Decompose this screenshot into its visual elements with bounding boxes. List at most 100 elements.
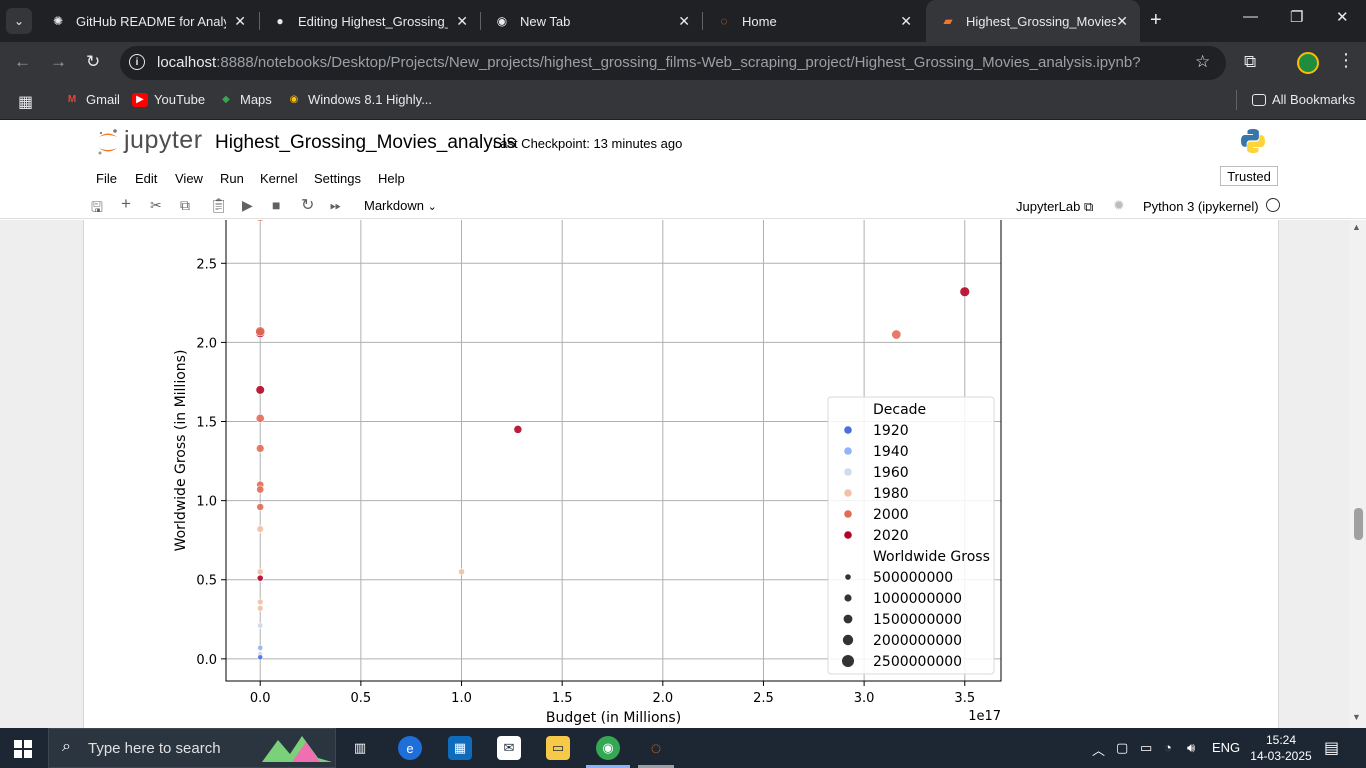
extensions-button[interactable]: ⧉ [1244, 52, 1256, 72]
run-button[interactable]: ▶ [242, 197, 253, 214]
tab-editing-readme[interactable]: ● Editing Highest_Grossing_film ✕ [258, 0, 480, 42]
notifications-icon[interactable]: ▤ [1324, 740, 1340, 757]
scroll-down-icon[interactable]: ▼ [1352, 712, 1361, 722]
close-icon[interactable]: ✕ [1116, 13, 1128, 29]
kernel-name[interactable]: Python 3 (ipykernel) [1143, 199, 1259, 214]
bookmark-star-button[interactable]: ☆ [1195, 52, 1210, 72]
youtube-icon: ▶ [132, 92, 148, 107]
notebook-scrollbar[interactable] [1350, 220, 1366, 728]
profile-avatar[interactable] [1297, 52, 1319, 74]
windows-start-icon[interactable] [14, 740, 32, 758]
bookmark-gmail[interactable]: M Gmail [64, 92, 120, 107]
tab-new-tab[interactable]: ◉ New Tab ✕ [480, 0, 702, 42]
mail-icon[interactable]: ✉ [497, 736, 521, 760]
interrupt-button[interactable]: ■ [272, 197, 280, 213]
menu-edit[interactable]: Edit [135, 171, 158, 186]
chevron-down-icon: ⌄ [427, 201, 437, 213]
x-tick-label: 3.5 [954, 691, 975, 706]
menu-kernel[interactable]: Kernel [260, 171, 298, 186]
tab-active-notebook[interactable]: ▰ Highest_Grossing_Movies_an ✕ [926, 0, 1140, 42]
all-bookmarks[interactable]: All Bookmarks [1252, 92, 1355, 107]
tab-github-readme[interactable]: ✺ GitHub README for Analysis ✕ [36, 0, 258, 42]
jupyterlab-link[interactable]: JupyterLab ⧉ [1016, 199, 1093, 215]
bookmark-maps[interactable]: ◆ Maps [218, 92, 272, 107]
scroll-up-icon[interactable]: ▲ [1352, 222, 1361, 232]
restart-run-all-button[interactable]: ⏩︎ [330, 197, 341, 214]
tab-title: New Tab [520, 13, 571, 29]
jupyter-app-icon[interactable]: ◌ [650, 737, 662, 758]
star-icon: ☆ [1195, 52, 1211, 71]
edge-icon[interactable]: e [398, 736, 422, 760]
openai-icon: ✺ [52, 14, 64, 28]
restore-button[interactable]: ❐ [1290, 8, 1303, 26]
github-icon: ● [276, 14, 284, 28]
save-button[interactable]: 🖫 [91, 197, 103, 221]
data-point [256, 568, 264, 576]
volume-icon[interactable]: 🔊︎ [1187, 740, 1196, 755]
tab-title: Home [742, 13, 777, 29]
jupyter-logo-text[interactable]: jupyter [124, 126, 203, 154]
bookmarks-bar [0, 84, 1366, 120]
info-icon[interactable]: i [129, 54, 145, 70]
address-bar[interactable] [120, 46, 1226, 80]
taskbar-clock[interactable]: 15:24 14-03-2025 [1246, 732, 1316, 764]
chart-legend: Decade 1920 1940 1960 1980 2000 2020 Worldwide … [827, 396, 995, 675]
forward-button[interactable]: → [50, 52, 67, 72]
chrome-icon[interactable]: ◉ [596, 736, 620, 760]
data-point [256, 574, 264, 582]
new-tab-button[interactable]: + [1150, 9, 1162, 32]
apps-grid-icon[interactable]: ▦ [18, 94, 34, 111]
open-app-indicator [638, 765, 674, 768]
restart-button[interactable]: ↻ [301, 195, 314, 215]
legend-box [827, 396, 995, 675]
url-text[interactable]: localhost:8888/notebooks/Desktop/Project… [157, 54, 1141, 71]
chevron-up-icon[interactable]: ︿ [1092, 743, 1106, 758]
notebook-title[interactable]: Highest_Grossing_Movies_analysis [215, 132, 516, 153]
menu-view[interactable]: View [175, 171, 203, 186]
cell-type-select[interactable]: Markdown ⌄ [364, 198, 437, 213]
copy-button[interactable]: ⧉ [180, 197, 190, 214]
close-icon[interactable]: ✕ [456, 13, 468, 29]
meet-icon[interactable]: ▢ [1116, 740, 1129, 755]
reload-button[interactable]: ↻ [86, 52, 100, 72]
bookmarks-separator [1236, 90, 1237, 110]
cut-button[interactable]: ✂ [150, 197, 162, 214]
wifi-icon[interactable]: ◔ [1164, 740, 1172, 755]
paste-button[interactable]: 📋︎ [210, 197, 228, 214]
battery-icon[interactable]: ▭ [1140, 740, 1153, 755]
back-button[interactable]: ← [14, 52, 31, 72]
menu-run[interactable]: Run [220, 171, 244, 186]
bookmark-windows[interactable]: ◉ Windows 8.1 Highly... [286, 92, 432, 107]
y-tick-label: 0.5 [196, 574, 217, 589]
tab-separator [480, 12, 481, 30]
close-icon[interactable]: ✕ [900, 13, 912, 29]
data-point [255, 413, 265, 423]
insert-cell-button[interactable]: + [121, 194, 131, 214]
scrollbar-thumb[interactable] [1354, 508, 1363, 540]
file-explorer-icon[interactable]: ▭ [546, 736, 570, 760]
minimize-button[interactable]: — [1243, 8, 1258, 25]
task-view-icon[interactable]: ▥ [353, 740, 367, 755]
jupyter-icon: ◌ [720, 14, 728, 28]
jupyter-logo-icon[interactable] [96, 126, 120, 158]
legend-marker [844, 468, 852, 476]
menu-help[interactable]: Help [378, 171, 405, 186]
language-indicator[interactable]: ENG [1212, 740, 1241, 755]
taskbar-search-placeholder[interactable]: Type here to search [88, 740, 221, 757]
data-point [255, 326, 266, 337]
bookmark-youtube[interactable]: ▶ YouTube [132, 92, 205, 107]
chrome-menu-button[interactable]: ⋮ [1337, 50, 1355, 71]
menu-settings[interactable]: Settings [314, 171, 361, 186]
close-icon[interactable]: ✕ [678, 13, 690, 29]
store-icon[interactable]: ▦ [448, 736, 472, 760]
close-icon[interactable]: ✕ [234, 13, 246, 29]
tab-home[interactable]: ◌ Home ✕ [702, 0, 924, 42]
bookmark-label: Maps [240, 92, 272, 107]
close-window-button[interactable]: ✕ [1336, 8, 1349, 26]
data-point [257, 644, 264, 651]
tab-search-button[interactable]: ⌄ [6, 8, 32, 34]
y-axis-label: Worldwide Gross (in Millions) [173, 350, 189, 552]
x-tick-label: 1.5 [552, 691, 573, 706]
menu-file[interactable]: File [96, 171, 117, 186]
trusted-indicator[interactable]: Trusted [1220, 166, 1278, 186]
